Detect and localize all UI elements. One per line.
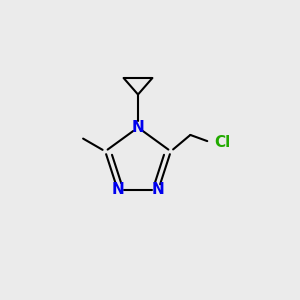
Text: Cl: Cl xyxy=(214,135,231,150)
Text: N: N xyxy=(132,120,144,135)
Text: N: N xyxy=(111,182,124,197)
Text: N: N xyxy=(152,182,165,197)
